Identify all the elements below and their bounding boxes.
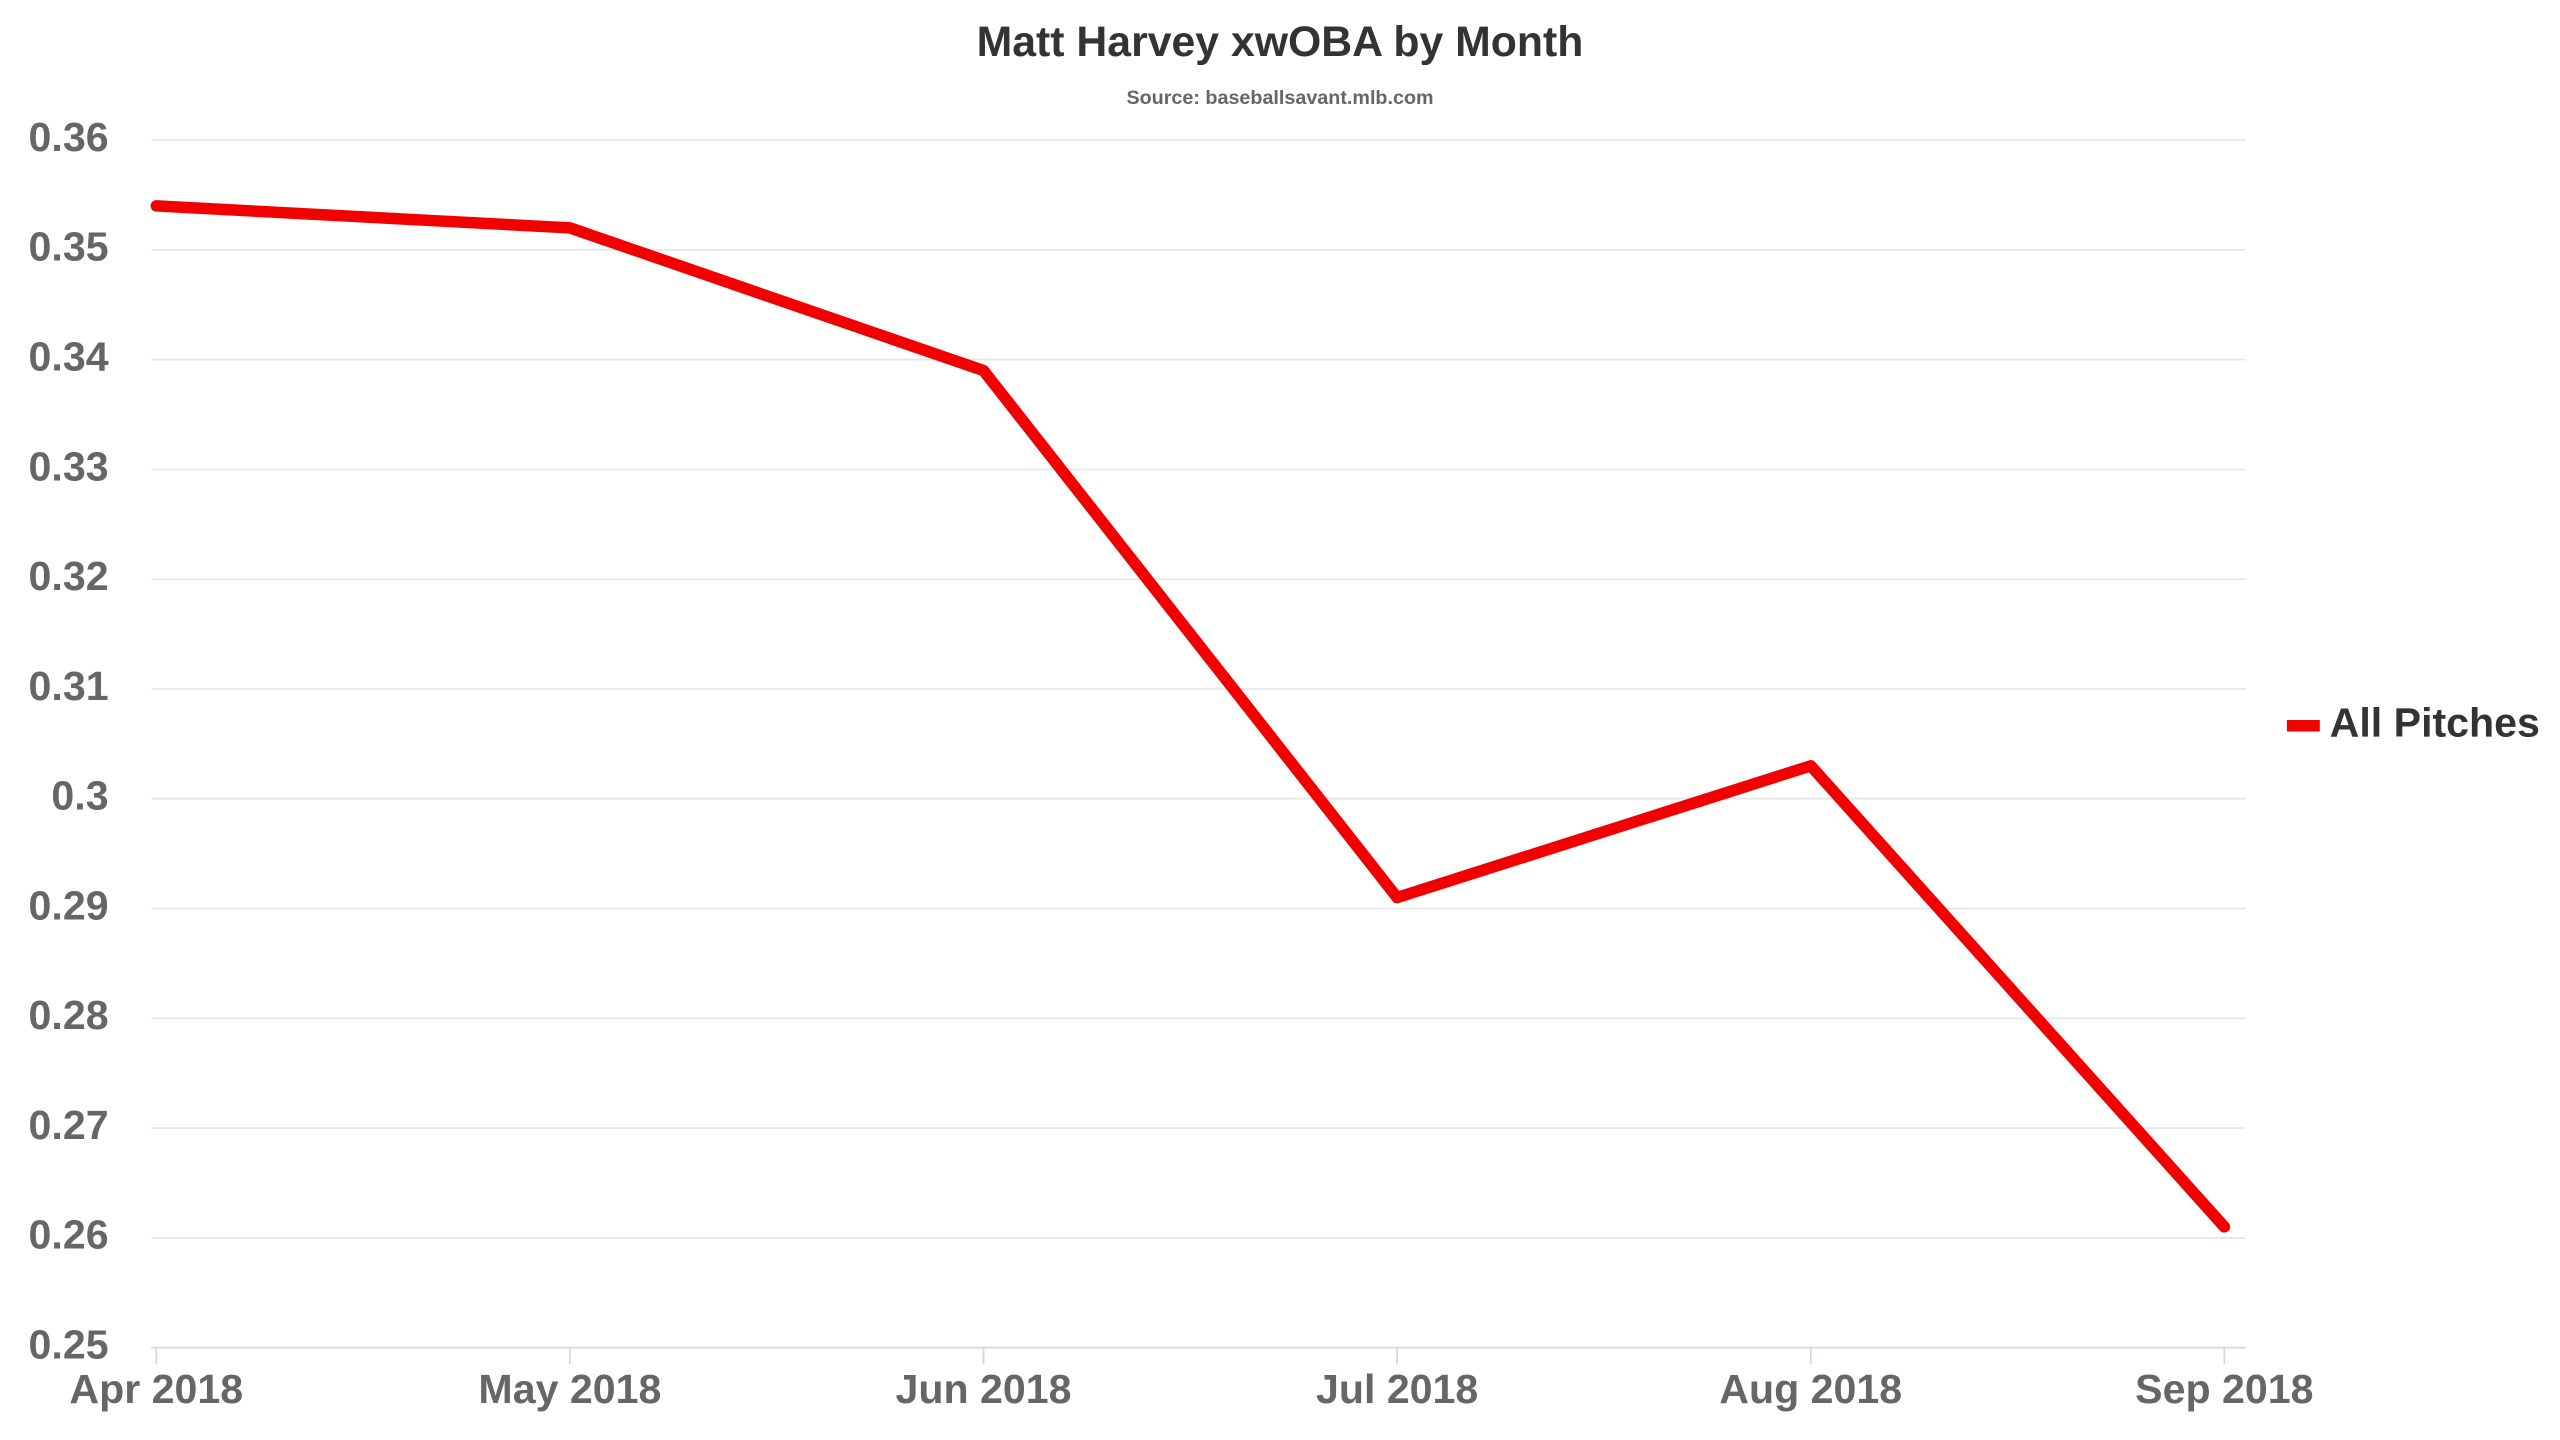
x-tick-label: Aug 2018 bbox=[1719, 1366, 1902, 1412]
y-tick-label: 0.29 bbox=[29, 882, 109, 928]
legend-label: All Pitches bbox=[2330, 700, 2540, 746]
x-tick-label: Jun 2018 bbox=[896, 1366, 1072, 1412]
y-tick-label: 0.36 bbox=[29, 114, 109, 160]
y-tick-label: 0.27 bbox=[29, 1102, 109, 1148]
y-tick-label: 0.33 bbox=[29, 443, 109, 489]
x-tick-label: Jul 2018 bbox=[1316, 1366, 1478, 1412]
y-tick-label: 0.3 bbox=[51, 773, 108, 819]
y-tick-label: 0.26 bbox=[29, 1212, 109, 1258]
y-tick-label: 0.34 bbox=[29, 333, 109, 379]
y-tick-label: 0.25 bbox=[29, 1322, 109, 1368]
x-tick-label: Apr 2018 bbox=[69, 1366, 243, 1412]
y-tick-label: 0.28 bbox=[29, 992, 109, 1038]
y-tick-label: 0.31 bbox=[29, 663, 109, 709]
x-tick-label: May 2018 bbox=[478, 1366, 661, 1412]
chart-title: Matt Harvey xwOBA by Month bbox=[977, 18, 1584, 66]
x-tick-label: Sep 2018 bbox=[2135, 1366, 2313, 1412]
y-tick-label: 0.35 bbox=[29, 224, 109, 270]
y-tick-label: 0.32 bbox=[29, 553, 109, 599]
series-line bbox=[150, 200, 2231, 1233]
chart-subtitle: Source: baseballsavant.mlb.com bbox=[1126, 87, 1433, 109]
